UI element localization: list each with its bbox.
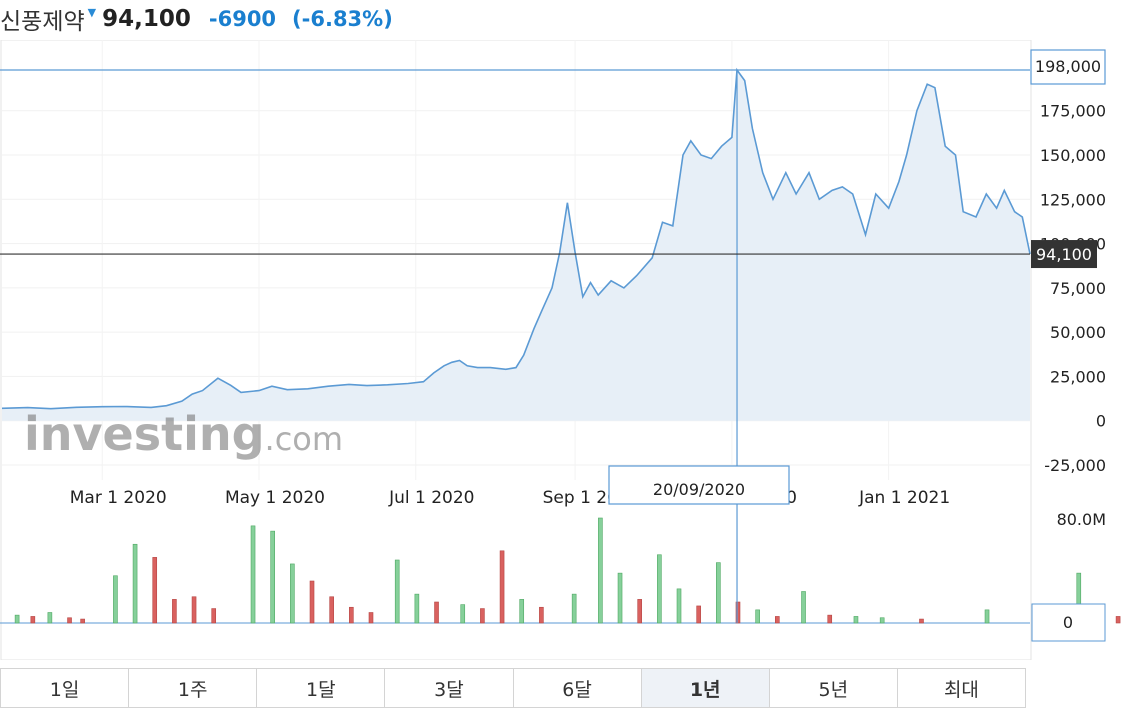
volume-bar	[919, 618, 924, 624]
volume-value-box	[1031, 603, 1106, 642]
volume-bar	[519, 599, 525, 624]
y-tick-label: 75,000	[1050, 279, 1106, 298]
volume-bar	[499, 550, 505, 624]
y-tick-label: 125,000	[1040, 190, 1106, 209]
x-axis: Mar 1 2020 May 1 2020 Jul 1 2020 Sep 1 2020…	[70, 488, 950, 508]
x-tick-label: Jul 1 2020	[388, 488, 474, 508]
x-tick-label: Jan 1 2021	[858, 488, 950, 508]
investing-watermark: investing.com	[24, 407, 343, 461]
price-change-percent: (-6.83%)	[292, 7, 393, 31]
watermark-suffix: .com	[265, 420, 344, 458]
crosshair-date-box	[608, 465, 790, 505]
volume-bar	[480, 608, 485, 624]
volume-bar	[984, 609, 990, 624]
volume-bar	[211, 608, 217, 624]
volume-bar	[368, 612, 374, 624]
period-tab-6m[interactable]: 6달	[513, 669, 642, 707]
volume-bar	[637, 599, 642, 624]
volume-bar	[191, 596, 197, 624]
volume-bar	[827, 614, 833, 624]
y-tick-label: 150,000	[1040, 146, 1106, 165]
volume-bar	[80, 618, 85, 624]
y-axis: 175,000150,000125,000100,00075,00050,000…	[1040, 102, 1106, 475]
volume-bar	[460, 604, 466, 624]
volume-bar	[434, 601, 439, 624]
y-tick-label: 25,000	[1050, 367, 1106, 386]
volume-zero-label: 0	[1063, 613, 1073, 632]
volume-bar	[716, 562, 721, 624]
period-tab-3m[interactable]: 3달	[385, 669, 514, 707]
current-price-box	[1031, 240, 1097, 269]
volume-bar	[394, 559, 400, 624]
down-arrow-icon: ▼	[87, 5, 97, 19]
volume-bar	[676, 588, 682, 624]
volume-bar	[250, 525, 256, 624]
x-tick-label: Mar 1 2020	[70, 488, 167, 508]
current-price-label: 94,100	[1036, 245, 1092, 264]
x-tick-label: May 1 2020	[225, 488, 325, 508]
crosshair: 198,000 94,100 20/09/2020	[0, 49, 1106, 623]
volume-bar	[539, 606, 544, 624]
period-tab-5y[interactable]: 5년	[769, 669, 898, 707]
crosshair-date: 20/09/2020	[653, 480, 745, 499]
price-area	[2, 70, 1030, 421]
volume-bar	[414, 593, 420, 624]
volume-bar	[329, 596, 334, 624]
volume-bar	[879, 617, 885, 624]
price-change: -6900	[208, 7, 277, 31]
period-tab-1d[interactable]: 1일	[1, 669, 130, 707]
volume-bar	[755, 609, 760, 624]
volume-bar	[735, 601, 741, 624]
volume-bar	[14, 614, 20, 624]
price-chart[interactable]: 175,000150,000125,000100,00075,00050,000…	[0, 40, 1122, 660]
volume-bar	[309, 580, 315, 624]
volume-bar	[152, 557, 158, 624]
last-price: 94,100	[102, 6, 191, 32]
volume-bar	[775, 616, 780, 624]
volume-bar	[696, 605, 701, 624]
volume-bar	[132, 543, 138, 624]
watermark-brand: investing	[24, 407, 265, 461]
volume-bar	[47, 612, 53, 624]
volume-bar	[853, 616, 859, 624]
volume-bar	[172, 599, 177, 624]
volume-bar	[67, 617, 72, 624]
period-selector: 1일 1주 1달 3달 6달 1년 5년 최대	[0, 668, 1026, 708]
volume-bar	[571, 593, 577, 624]
volume-bar	[30, 616, 36, 624]
y-tick-label: 0	[1096, 412, 1106, 431]
plot-frame	[0, 40, 1032, 660]
volume-bar	[1115, 616, 1121, 624]
volume-bar	[290, 563, 295, 624]
volume-bar	[801, 591, 806, 624]
period-tab-max[interactable]: 최대	[897, 669, 1025, 707]
quote-header: 신풍제약 ▼ 94,100 -6900 (-6.83%)	[0, 2, 409, 36]
period-tab-1w[interactable]: 1주	[129, 669, 258, 707]
volume-bar	[113, 575, 118, 624]
stock-name: 신풍제약	[0, 9, 85, 35]
period-tab-1y[interactable]: 1년	[641, 669, 770, 707]
volume-bars	[0, 517, 1121, 624]
price-line	[1, 67, 1031, 410]
volume-bar	[349, 606, 354, 624]
volume-axis: 80.0M 0	[1031, 510, 1106, 642]
y-tick-label: -25,000	[1044, 456, 1106, 475]
y-tick-label: 50,000	[1050, 323, 1106, 342]
svg-text:investing.com: investing.com	[24, 407, 343, 461]
period-tab-1m[interactable]: 1달	[257, 669, 386, 707]
volume-bar	[657, 554, 662, 624]
volume-bar	[617, 572, 623, 624]
volume-bar	[270, 530, 275, 624]
volume-bar	[598, 517, 603, 624]
crosshair-value: 198,000	[1035, 57, 1101, 76]
volume-max-label: 80.0M	[1057, 510, 1106, 529]
crosshair-value-box	[1030, 49, 1106, 85]
y-tick-label: 175,000	[1040, 102, 1106, 121]
